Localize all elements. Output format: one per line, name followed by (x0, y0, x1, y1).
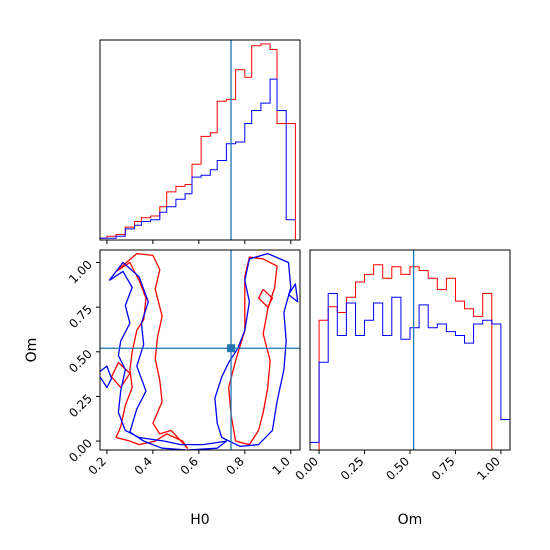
hist-h0-series-red (99, 43, 296, 240)
contour-xtick-label: 0.8 (224, 454, 247, 477)
contour-xtick-label: 1.0 (270, 454, 293, 477)
contour-red-1 (228, 256, 278, 446)
contour-blue-2 (100, 365, 113, 389)
contour-ytick-label: 0.75 (66, 302, 95, 331)
contour-ylabel: Om (24, 338, 40, 363)
contour-truth-marker (227, 344, 236, 353)
contour-red-2 (110, 362, 131, 389)
contour-ytick-label: 0.00 (66, 436, 95, 465)
contour-red-3 (257, 288, 274, 308)
hist-h0-panel (99, 39, 301, 244)
hist-om-xtick-label: 0.25 (338, 454, 367, 483)
hist-h0-series-blue (99, 78, 296, 240)
hist-om-series-red (310, 264, 510, 451)
hist-om-xtick-label: 1.00 (474, 454, 503, 483)
contour-ytick-label: 0.25 (66, 391, 95, 420)
hist-om-frame (309, 249, 511, 451)
hist-om-xlabel: Om (398, 512, 423, 528)
contour-panel: 0.2 0.4 0.6 0.8 1.0 0.00 0.25 0.50 0.75 1.00 H0 O… (24, 249, 301, 528)
contour-blue-3 (287, 283, 299, 303)
contour-lines (100, 252, 299, 450)
contour-xlabel: H0 (190, 512, 209, 528)
contour-ytick-label: 1.00 (66, 258, 95, 287)
contour-xtick-label: 0.4 (132, 454, 155, 477)
contour-xtick-label: 0.6 (178, 454, 201, 477)
hist-h0-frame (99, 39, 301, 241)
contour-ytick-label: 0.50 (66, 347, 95, 376)
hist-om-xtick-label: 0.75 (429, 454, 458, 483)
hist-om-xtick-label: 0.50 (383, 454, 412, 483)
contour-red-0 (115, 252, 189, 449)
hist-om-series-blue (309, 293, 511, 450)
contour-blue-1 (214, 252, 292, 448)
hist-om-panel: 0.00 0.25 0.50 0.75 1.00 Om (292, 249, 511, 528)
contour-frame (99, 249, 301, 451)
hist-om-xtick-label: 0.00 (292, 454, 321, 483)
contour-xtick-label: 0.2 (86, 454, 109, 477)
contour-blue-0 (108, 261, 228, 450)
